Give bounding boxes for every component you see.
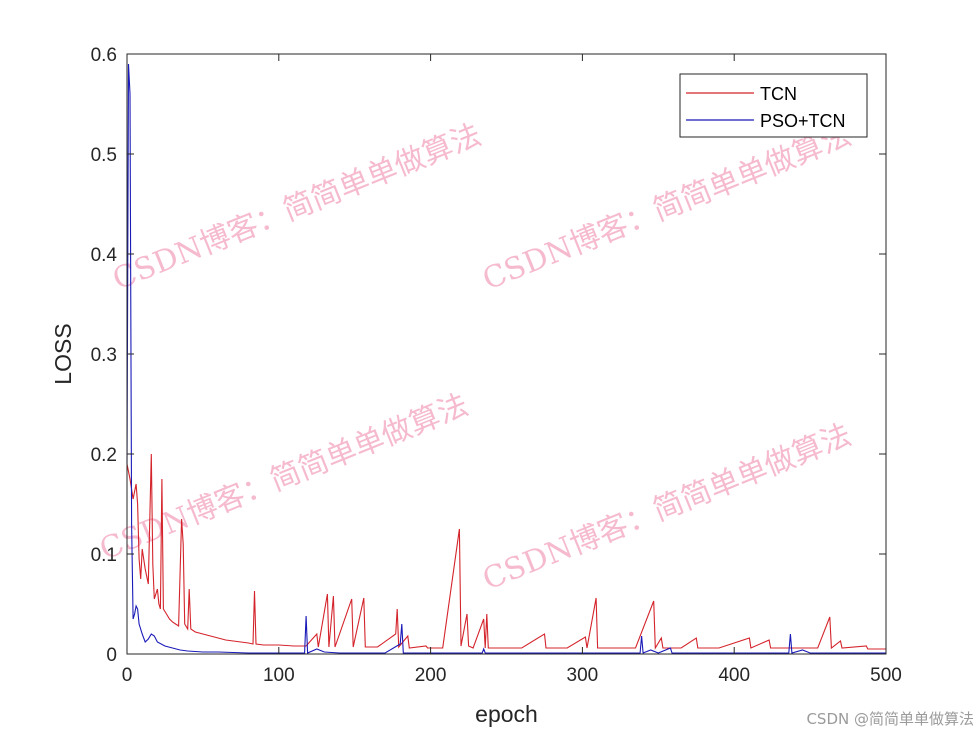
x-tick-label: 200 — [415, 665, 447, 686]
x-tick-label: 500 — [870, 665, 902, 686]
watermark-layer: CSDN博客：简简单单做算法 CSDN博客：简简单单做算法 CSDN博客：简简单… — [95, 117, 856, 597]
watermark-2: CSDN博客：简简单单做算法 — [478, 117, 856, 297]
y-tick-label: 0.2 — [91, 445, 117, 466]
x-tick-label: 100 — [263, 665, 295, 686]
series-line-tcn — [126, 453, 886, 650]
ticks-layer: 0 100 200 300 400 500 0 0.1 0.2 0.3 0.4 0.5 0.6 — [91, 45, 902, 686]
y-tick-label: 0.3 — [91, 345, 117, 366]
x-tick-label: 0 — [122, 665, 133, 686]
credit-watermark: CSDN @简简单单做算法 — [806, 710, 974, 728]
y-tick-label: 0.6 — [91, 45, 117, 66]
x-axis-title: epoch — [475, 701, 538, 727]
y-tick-label: 0.4 — [91, 245, 118, 266]
watermark-4: CSDN博客：简简单单做算法 — [478, 417, 856, 597]
series-layer — [126, 63, 886, 654]
legend-label-tcn: TCN — [760, 84, 797, 104]
legend-label-pso-tcn: PSO+TCN — [760, 111, 846, 131]
y-tick-label: 0.1 — [91, 545, 117, 566]
series-line-pso-tcn — [126, 63, 886, 654]
watermark-1: CSDN博客：简简单单做算法 — [108, 117, 486, 297]
legend: TCN PSO+TCN — [679, 73, 868, 138]
x-tick-label: 400 — [718, 665, 750, 686]
x-tick-label: 300 — [567, 665, 599, 686]
legend-box — [679, 73, 868, 138]
y-tick-label: 0 — [106, 645, 117, 666]
y-axis-title: LOSS — [50, 323, 76, 384]
y-tick-label: 0.5 — [91, 145, 117, 166]
